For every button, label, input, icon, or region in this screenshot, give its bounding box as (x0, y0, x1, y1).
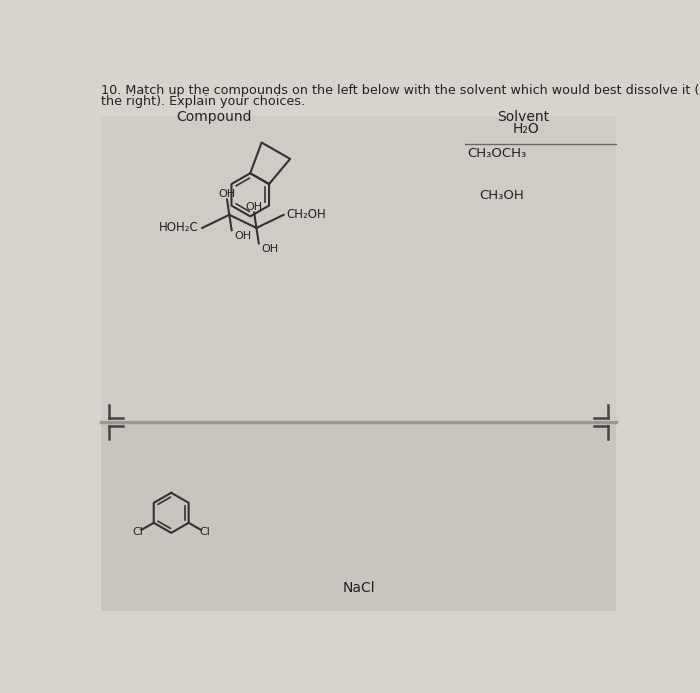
Text: Cl: Cl (199, 527, 210, 537)
Text: H₂O: H₂O (512, 123, 539, 137)
Text: CH₂OH: CH₂OH (286, 209, 326, 221)
Text: HOH₂C: HOH₂C (159, 222, 198, 234)
Text: CH₃OH: CH₃OH (479, 188, 524, 202)
Bar (102, 423, 616, 611)
Text: OH: OH (261, 244, 278, 254)
Text: the right). Explain your choices.: the right). Explain your choices. (102, 95, 306, 107)
Text: Solvent: Solvent (497, 110, 549, 124)
Text: NaCl: NaCl (342, 581, 375, 595)
Text: 10. Match up the compounds on the left below with the solvent which would best d: 10. Match up the compounds on the left b… (102, 84, 700, 97)
Text: Cl: Cl (132, 527, 143, 537)
Text: OH: OH (234, 231, 251, 241)
Text: CH₃OCH₃: CH₃OCH₃ (468, 147, 526, 160)
Text: OH: OH (218, 188, 236, 199)
Bar (102, 116, 616, 421)
Text: OH: OH (246, 202, 262, 212)
Text: Compound: Compound (176, 110, 252, 124)
